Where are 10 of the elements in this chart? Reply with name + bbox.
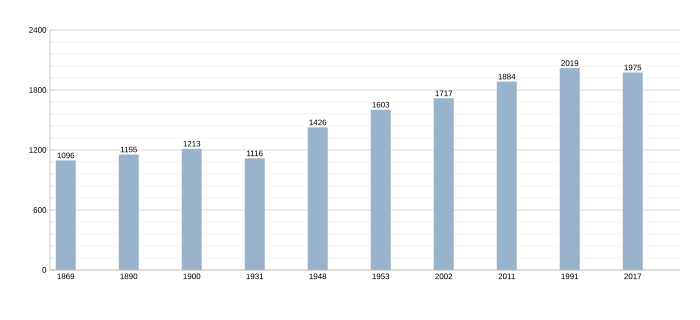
bar [622,72,643,270]
bar [308,127,328,270]
bar [182,148,202,270]
bar [560,68,580,270]
bar [496,82,517,270]
bar [244,158,265,270]
bar [56,160,76,270]
bar [118,154,139,270]
bar [434,98,454,270]
bar [370,110,391,270]
